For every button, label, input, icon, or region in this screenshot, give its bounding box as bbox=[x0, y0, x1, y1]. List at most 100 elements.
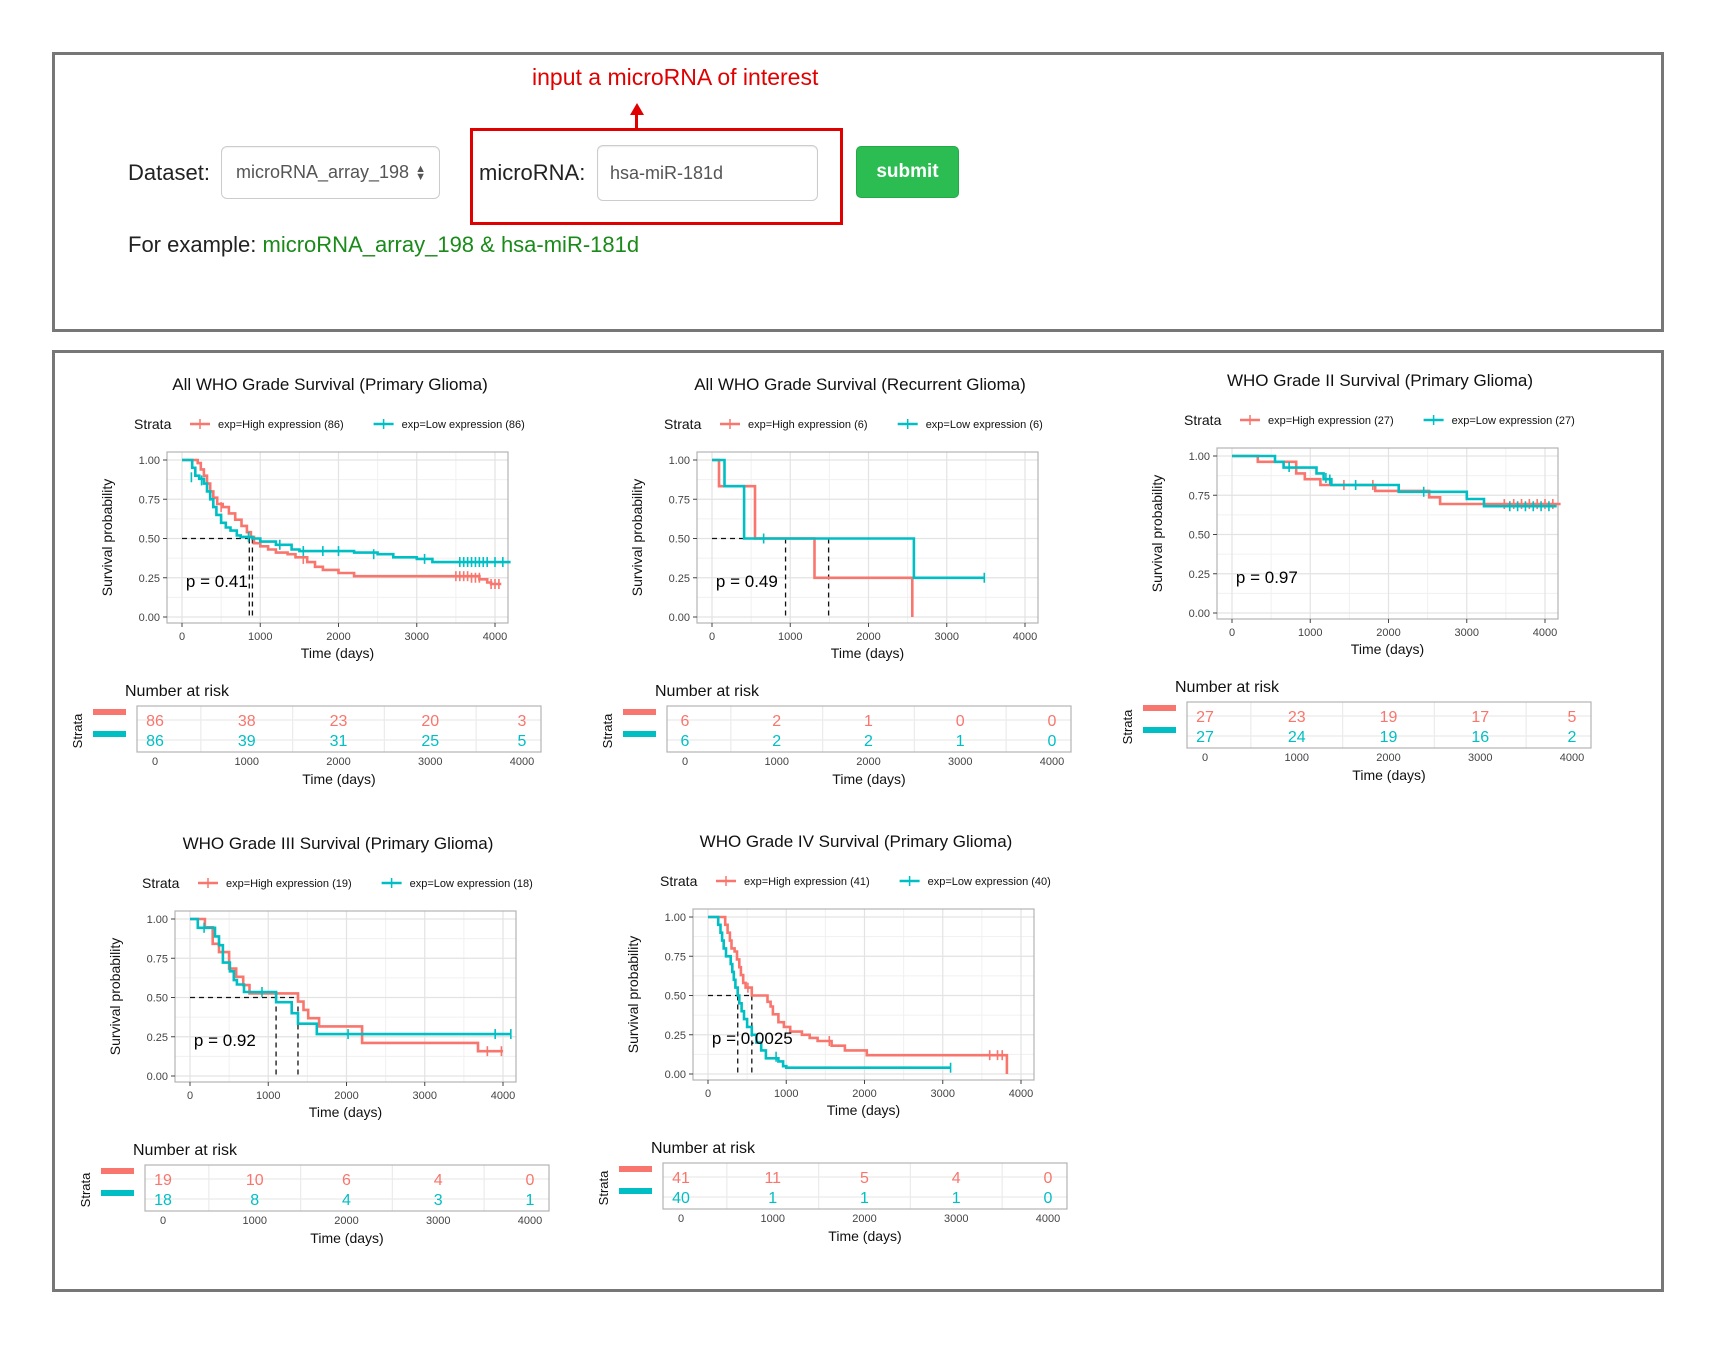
microrna-input[interactable] bbox=[597, 145, 818, 201]
survival-curve-high bbox=[708, 915, 1009, 1074]
y-tick-label: 0.25 bbox=[665, 1030, 686, 1042]
legend-label-high: exp=High expression (19) bbox=[226, 878, 352, 890]
y-tick-label: 0.50 bbox=[669, 534, 690, 546]
annotation-highlight-box bbox=[470, 128, 843, 225]
risk-value-low: 31 bbox=[330, 733, 348, 750]
risk-x-tick-label: 2000 bbox=[856, 756, 880, 768]
chart-legend: Strata exp=High expression (27) exp=Low ex… bbox=[1184, 412, 1575, 428]
x-tick-label: 1000 bbox=[774, 1088, 798, 1100]
annotation-arrow-line bbox=[635, 114, 638, 130]
example-link[interactable]: microRNA_array_198 & hsa-miR-181d bbox=[262, 232, 640, 257]
risk-table: Number at risk 86 86 0 38 39 1000 23 31 2000 20 25 3… bbox=[70, 683, 542, 787]
risk-value-high: 3 bbox=[518, 713, 527, 730]
legend-label-low: exp=Low expression (40) bbox=[928, 876, 1051, 888]
risk-x-tick-label: 4000 bbox=[510, 756, 534, 768]
risk-value-high: 0 bbox=[956, 713, 965, 730]
x-tick-label: 4000 bbox=[483, 631, 507, 643]
annotation-text: input a microRNA of interest bbox=[532, 64, 819, 90]
legend-label-high: exp=High expression (27) bbox=[1268, 415, 1394, 427]
x-tick-label: 3000 bbox=[931, 1088, 955, 1100]
x-tick-label: 2000 bbox=[852, 1088, 876, 1100]
risk-table-title: Number at risk bbox=[651, 1140, 756, 1157]
risk-value-low: 39 bbox=[238, 733, 256, 750]
survival-curve-low bbox=[708, 915, 951, 1069]
km-panel-all-primary: All WHO Grade Survival (Primary Glioma) S… bbox=[60, 360, 600, 800]
risk-value-high: 23 bbox=[1288, 709, 1306, 726]
x-tick-label: 4000 bbox=[1533, 627, 1557, 639]
risk-x-tick-label: 3000 bbox=[418, 756, 442, 768]
dataset-selected-value: microRNA_array_198 bbox=[236, 162, 410, 182]
y-tick-label: 0.25 bbox=[147, 1032, 168, 1044]
legend-label-low: exp=Low expression (18) bbox=[410, 878, 533, 890]
risk-strata-label: Strata bbox=[1120, 709, 1135, 744]
risk-table-title: Number at risk bbox=[655, 683, 760, 700]
risk-value-high: 19 bbox=[154, 1172, 172, 1189]
risk-value-high: 17 bbox=[1471, 709, 1489, 726]
risk-x-tick-label: 1000 bbox=[235, 756, 259, 768]
x-axis-title: Time (days) bbox=[831, 645, 904, 661]
risk-x-tick-label: 2000 bbox=[1376, 752, 1400, 764]
x-axis-title: Time (days) bbox=[827, 1102, 900, 1118]
y-tick-label: 0.25 bbox=[139, 573, 160, 585]
x-tick-label: 0 bbox=[709, 631, 715, 643]
risk-table-title: Number at risk bbox=[1175, 679, 1280, 696]
risk-strata-swatch-high bbox=[93, 709, 126, 715]
risk-table: Number at risk41400111100051200041300000… bbox=[596, 1140, 1068, 1244]
example-prefix: For example: bbox=[128, 232, 257, 257]
risk-strata-swatch-high bbox=[101, 1168, 134, 1174]
risk-x-axis-title: Time (days) bbox=[302, 771, 375, 787]
risk-strata-swatch-high bbox=[623, 709, 656, 715]
x-axis-title: Time (days) bbox=[1351, 641, 1424, 657]
survival-curve-low bbox=[190, 917, 511, 1036]
km-chart-svg: WHO Grade IV Survival (Primary Glioma) St… bbox=[596, 832, 1068, 1244]
plot-border bbox=[174, 910, 517, 1083]
risk-value-low: 0 bbox=[1048, 733, 1057, 750]
risk-value-high: 20 bbox=[421, 713, 439, 730]
x-tick-label: 1000 bbox=[778, 631, 802, 643]
x-axis-title: Time (days) bbox=[309, 1104, 382, 1120]
risk-table-background bbox=[137, 706, 541, 752]
x-tick-label: 3000 bbox=[413, 1090, 437, 1102]
y-tick-label: 0.50 bbox=[147, 993, 168, 1005]
chart-legend: Strata exp=High expression (86) exp=Low ex… bbox=[134, 416, 525, 432]
x-tick-label: 4000 bbox=[1013, 631, 1037, 643]
risk-value-high: 5 bbox=[1568, 709, 1577, 726]
risk-strata-label: Strata bbox=[600, 713, 615, 748]
dataset-label: Dataset: bbox=[128, 160, 210, 185]
plot-background bbox=[175, 911, 516, 1082]
y-axis-title: Survival probability bbox=[99, 479, 115, 597]
y-tick-label: 0.00 bbox=[147, 1071, 168, 1083]
dataset-select[interactable]: microRNA_array_198 ▲ ▼ bbox=[221, 146, 440, 199]
risk-value-high: 41 bbox=[672, 1170, 690, 1187]
risk-value-low: 2 bbox=[772, 733, 781, 750]
y-axis-title: Survival probability bbox=[107, 938, 123, 1056]
submit-button[interactable]: submit bbox=[856, 146, 959, 198]
risk-table-border bbox=[136, 705, 542, 753]
select-arrows-icon: ▲ ▼ bbox=[415, 162, 426, 183]
p-value-label: p = 0.49 bbox=[716, 572, 778, 591]
x-tick-label: 0 bbox=[187, 1090, 193, 1102]
risk-strata-swatch-low bbox=[93, 731, 126, 737]
p-value-label: p = 0.92 bbox=[194, 1031, 256, 1050]
chart-title: WHO Grade IV Survival (Primary Glioma) bbox=[700, 832, 1013, 851]
y-axis-title: Survival probability bbox=[629, 479, 645, 597]
chart-legend: Strata exp=High expression (19) exp=Low ex… bbox=[142, 875, 533, 891]
chart-title: WHO Grade II Survival (Primary Glioma) bbox=[1227, 371, 1533, 390]
risk-table-background bbox=[663, 1163, 1067, 1209]
risk-x-tick-label: 0 bbox=[160, 1215, 166, 1227]
risk-value-high: 4 bbox=[434, 1172, 443, 1189]
y-tick-label: 0.00 bbox=[669, 612, 690, 624]
risk-value-high: 0 bbox=[1048, 713, 1057, 730]
km-panel-grade3: WHO Grade III Survival (Primary Glioma) S… bbox=[68, 819, 608, 1259]
risk-value-low: 1 bbox=[952, 1190, 961, 1207]
risk-value-high: 10 bbox=[246, 1172, 264, 1189]
km-chart-svg: All WHO Grade Survival (Recurrent Glioma… bbox=[600, 375, 1072, 787]
plot-border bbox=[1216, 447, 1559, 620]
chart-legend: Strata exp=High expression (6) exp=Low exp… bbox=[664, 416, 1043, 432]
risk-value-low: 3 bbox=[434, 1192, 443, 1209]
plot-background bbox=[1217, 448, 1558, 619]
x-tick-label: 1000 bbox=[256, 1090, 280, 1102]
x-tick-label: 1000 bbox=[1298, 627, 1322, 639]
risk-value-high: 0 bbox=[526, 1172, 535, 1189]
survival-curve-high bbox=[190, 917, 503, 1053]
